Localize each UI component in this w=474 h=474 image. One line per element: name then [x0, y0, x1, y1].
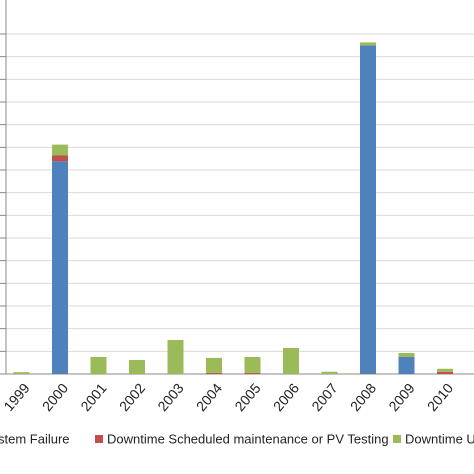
legend-label: stem Failure	[0, 431, 70, 446]
legend-label: Downtime Scheduled maintenance or PV Tes…	[107, 431, 389, 446]
bar-segment	[283, 347, 299, 374]
x-tick-label: 2001	[77, 380, 109, 414]
bar-segment	[206, 357, 222, 373]
x-tick-label: 2002	[116, 380, 148, 414]
bar-segment	[321, 371, 338, 374]
x-tick-label: 2008	[347, 380, 379, 414]
bar-segment	[52, 155, 68, 162]
bar-segment	[360, 42, 376, 46]
bar-segment	[90, 357, 107, 374]
x-tick-label: 20	[472, 380, 474, 402]
x-tick-label: 2004	[193, 380, 225, 414]
bar-segment	[129, 359, 145, 374]
bar-segment	[244, 372, 261, 374]
bar-segment	[13, 372, 30, 374]
bar-segment	[167, 340, 184, 374]
bar-segment	[398, 352, 415, 357]
bar-segment	[360, 45, 376, 374]
bar-segment	[52, 144, 68, 156]
x-tick-label: 2000	[39, 380, 71, 414]
legend-swatch	[393, 435, 401, 443]
x-tick-label: 2007	[308, 380, 340, 414]
bar-segment	[398, 357, 415, 374]
bar-segment	[206, 372, 222, 374]
x-tick-label: 2003	[154, 380, 186, 414]
legend-label: Downtime Ut	[405, 431, 474, 446]
bar-segment	[437, 368, 453, 372]
bar-segment	[437, 371, 453, 374]
bar-segment	[52, 161, 68, 374]
x-tick-label: 2005	[231, 380, 263, 414]
x-tick-label: 2010	[424, 380, 456, 414]
legend-swatch	[95, 435, 103, 443]
x-tick-label: 1999	[0, 380, 32, 414]
x-tick-label: 2006	[270, 380, 302, 414]
x-tick-label: 2009	[385, 380, 417, 414]
bar-segment	[244, 357, 261, 373]
